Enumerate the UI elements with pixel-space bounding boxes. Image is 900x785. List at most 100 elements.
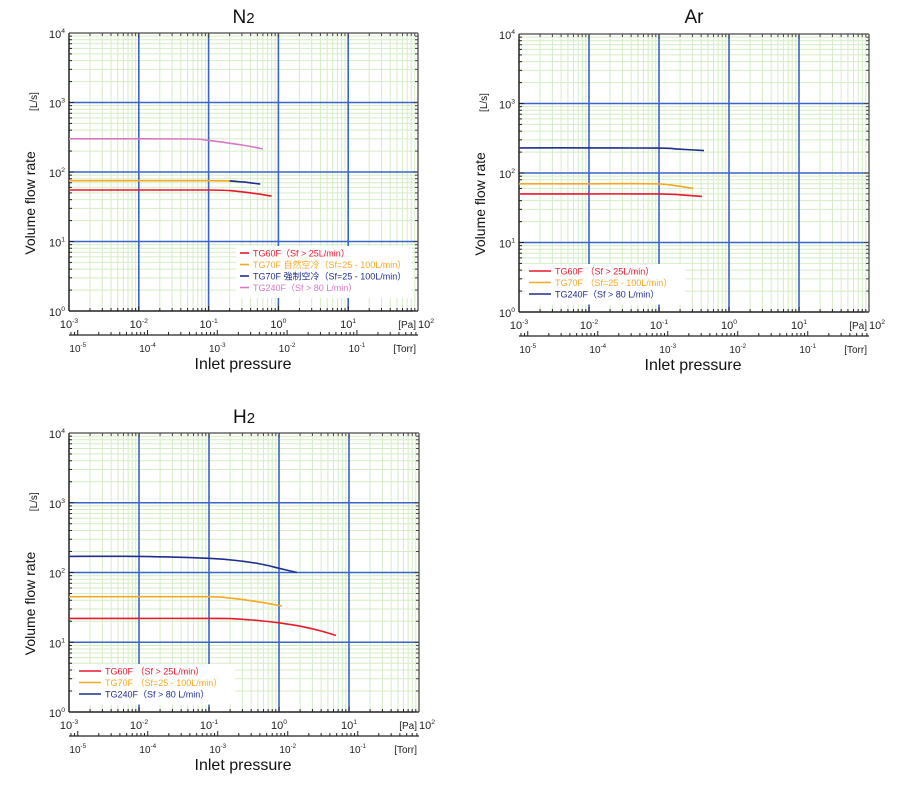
torr-tick-label: 10-2 (279, 342, 296, 355)
x-tick-label-base: 10 (510, 320, 522, 332)
chart-title-main: H (233, 407, 247, 428)
legend-label: TG70F 自然空冷（Sf=25 - 100L/min） (253, 259, 406, 270)
x-tick-label-base: 10 (580, 320, 592, 332)
torr-tick-label-exp: -3 (671, 343, 677, 350)
torr-tick-label-base: 10 (589, 345, 601, 356)
chart-title-sub: 2 (247, 410, 255, 427)
x-tick-label-base: 10 (419, 720, 431, 732)
y-tick-label: 103 (49, 498, 65, 511)
torr-tick-label-exp: -3 (220, 342, 226, 349)
torr-tick-label-base: 10 (209, 344, 221, 355)
legend-label: TG70F （Sf=25 - 100L/min） (105, 678, 222, 688)
y-tick-label-base: 10 (49, 99, 61, 111)
torr-tick-label: 10-4 (139, 342, 156, 355)
x-tick-label: 102 (418, 318, 434, 331)
y-tick-label-exp: 4 (61, 428, 65, 435)
x-tick-label: 102 (419, 719, 435, 732)
chart-title: N2 (232, 7, 254, 28)
torr-tick-label-exp: -5 (81, 743, 87, 750)
x-tick-label: 10-1 (650, 319, 669, 332)
torr-tick-label-exp: -1 (360, 342, 366, 349)
torr-tick-label: 10-3 (209, 342, 226, 355)
x-tick-label-base: 10 (869, 320, 881, 332)
torr-tick-label: 10-1 (349, 743, 366, 756)
torr-tick-label: 10-1 (349, 342, 366, 355)
x-unit-torr: [Torr] (393, 344, 416, 355)
torr-tick-label-exp: -5 (81, 342, 87, 349)
x-tick-label: 10-3 (60, 318, 79, 331)
y-tick-label: 103 (49, 98, 65, 111)
legend-label: TG70F 強制空冷（Sf=25 - 100L/min） (253, 271, 406, 282)
torr-tick-label-exp: -4 (601, 343, 607, 350)
x-axis-label: Inlet pressure (195, 757, 292, 774)
chart-title-sub: 2 (246, 10, 254, 27)
y-tick-label-base: 10 (49, 238, 61, 250)
torr-tick-label-base: 10 (69, 745, 81, 756)
torr-tick-label: 10-2 (279, 743, 296, 756)
x-tick-label-exp: -2 (142, 318, 148, 325)
y-tick-label: 102 (49, 167, 65, 180)
y-tick-label: 100 (49, 707, 65, 720)
torr-tick-label-exp: -5 (531, 343, 537, 350)
x-tick-label: 101 (791, 319, 807, 332)
y-tick-label: 101 (499, 238, 515, 251)
x-tick-label-base: 10 (60, 720, 72, 732)
chart-title-main: Ar (685, 7, 705, 28)
y-tick-label-base: 10 (49, 29, 61, 41)
x-tick-label-exp: -1 (212, 318, 218, 325)
y-axis-label: Volume flow rate (472, 152, 488, 256)
x-tick-label-base: 10 (721, 320, 733, 332)
y-axis-label: Volume flow rate (22, 552, 38, 656)
y-tick-label-exp: 2 (61, 167, 65, 174)
torr-tick-label: 10-5 (69, 342, 86, 355)
legend-label: TG60F（Sf > 25L/min） (253, 249, 350, 259)
x-tick-label-exp: 0 (283, 318, 287, 325)
y-tick-label-base: 10 (499, 30, 511, 42)
x-tick-label-exp: 2 (430, 318, 434, 325)
legend-label: TG240F（Sf > 80 L/min） (105, 690, 209, 700)
y-tick-label: 103 (499, 99, 515, 112)
torr-tick-label-exp: -1 (811, 343, 817, 350)
x-tick-label: 101 (340, 318, 356, 331)
y-tick-label: 104 (49, 428, 65, 441)
x-tick-label-exp: -2 (142, 719, 148, 726)
y-tick-label-exp: 1 (61, 637, 65, 644)
torr-tick-label-exp: -4 (150, 342, 156, 349)
y-tick-label: 104 (49, 28, 65, 41)
x-tick-label: 10-1 (199, 318, 218, 331)
x-tick-label: 10-2 (580, 319, 599, 332)
legend-label: TG240F（Sf > 80 L/min） (555, 290, 659, 300)
x-tick-label: 10-2 (130, 719, 149, 732)
legend-label: TG60F （Sf > 25L/min） (555, 267, 654, 277)
x-tick-label-exp: 0 (733, 319, 737, 326)
x-tick-label-base: 10 (130, 319, 142, 331)
torr-tick-label: 10-5 (519, 343, 536, 356)
y-tick-label-base: 10 (49, 638, 61, 650)
torr-tick-label: 10-4 (589, 343, 606, 356)
x-unit-torr: [Torr] (844, 345, 867, 356)
legend: TG60F（Sf > 25L/min）TG70F 自然空冷（Sf=25 - 10… (236, 246, 412, 298)
x-tick-label-base: 10 (199, 319, 211, 331)
y-axis-unit: [L/s] (479, 93, 490, 112)
y-tick-label: 100 (499, 307, 515, 320)
x-tick-label-base: 10 (60, 319, 72, 331)
y-tick-label: 104 (499, 29, 515, 42)
torr-tick-label-exp: -4 (151, 743, 157, 750)
torr-tick-label: 10-3 (209, 743, 226, 756)
x-tick-label-base: 10 (271, 720, 283, 732)
x-unit-pa: [Pa] (399, 721, 417, 732)
x-tick-label-exp: -3 (72, 318, 78, 325)
x-tick-label-exp: 0 (283, 719, 287, 726)
y-tick-label-base: 10 (49, 708, 61, 720)
y-axis-label: Volume flow rate (22, 151, 38, 255)
y-tick-label-exp: 0 (61, 306, 65, 313)
x-tick-label-base: 10 (341, 720, 353, 732)
torr-tick-label-exp: -3 (221, 743, 227, 750)
y-tick-label-exp: 2 (61, 568, 65, 575)
x-tick-label-exp: -2 (592, 319, 598, 326)
x-tick-label: 101 (341, 719, 357, 732)
legend: TG60F （Sf > 25L/min）TG70F （Sf=25 - 100L/… (525, 264, 685, 305)
